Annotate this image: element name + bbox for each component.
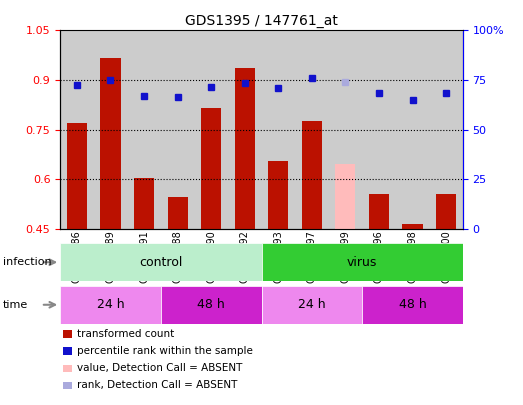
Bar xyxy=(67,123,87,229)
Bar xyxy=(262,286,362,324)
Text: value, Detection Call = ABSENT: value, Detection Call = ABSENT xyxy=(77,363,243,373)
Text: virus: virus xyxy=(347,256,378,269)
Title: GDS1395 / 147761_at: GDS1395 / 147761_at xyxy=(185,14,338,28)
Bar xyxy=(295,30,328,229)
Bar xyxy=(60,30,94,229)
Bar xyxy=(436,194,456,229)
Bar xyxy=(161,30,195,229)
Bar xyxy=(328,30,362,229)
Bar xyxy=(262,30,295,229)
Bar xyxy=(268,161,288,229)
Text: 24 h: 24 h xyxy=(298,298,326,311)
Bar xyxy=(60,243,262,281)
Bar xyxy=(235,68,255,229)
Bar xyxy=(429,30,463,229)
Text: time: time xyxy=(3,300,28,310)
Bar xyxy=(94,30,127,229)
Bar xyxy=(369,194,389,229)
Bar xyxy=(362,286,463,324)
Text: control: control xyxy=(139,256,183,269)
Bar xyxy=(262,243,463,281)
Text: percentile rank within the sample: percentile rank within the sample xyxy=(77,346,253,356)
Bar xyxy=(100,58,121,229)
Bar xyxy=(335,164,356,229)
Bar xyxy=(302,122,322,229)
Text: 48 h: 48 h xyxy=(197,298,225,311)
Bar xyxy=(396,30,429,229)
Text: transformed count: transformed count xyxy=(77,329,175,339)
Text: infection: infection xyxy=(3,257,51,267)
Bar xyxy=(228,30,262,229)
Bar xyxy=(195,30,228,229)
Text: 24 h: 24 h xyxy=(97,298,124,311)
Text: rank, Detection Call = ABSENT: rank, Detection Call = ABSENT xyxy=(77,380,238,390)
Bar xyxy=(167,197,188,229)
Bar xyxy=(403,224,423,229)
Bar xyxy=(134,177,154,229)
Bar xyxy=(60,286,161,324)
Bar xyxy=(127,30,161,229)
Text: 48 h: 48 h xyxy=(399,298,426,311)
Bar xyxy=(201,108,221,229)
Bar xyxy=(362,30,396,229)
Bar xyxy=(161,286,262,324)
